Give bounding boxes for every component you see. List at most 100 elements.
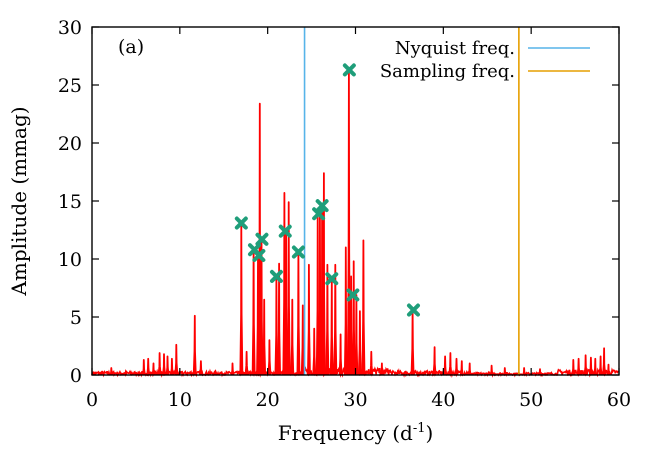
spectrum-peak: [277, 262, 281, 376]
spectrum-peak: [369, 350, 374, 376]
x-tick-label: 60: [607, 389, 631, 411]
spectrum-peak: [274, 274, 279, 376]
legend-label: Sampling freq.: [380, 61, 515, 82]
spectrum-peak: [588, 356, 593, 376]
spectrum-peak: [338, 333, 343, 376]
spectrum-peak: [325, 263, 330, 376]
spectrum-peak: [146, 357, 151, 376]
spectrum-peak: [571, 359, 576, 376]
spectrum-peak: [349, 275, 354, 376]
spectrum-peak: [192, 314, 197, 376]
x-tick-label: 50: [519, 389, 543, 411]
spectrum-peak: [165, 355, 170, 376]
x-tick-label: 10: [168, 389, 192, 411]
spectrum-peak: [300, 304, 305, 376]
spectrum-peak: [538, 368, 542, 376]
spectrum-peak: [321, 172, 326, 376]
spectrum-peak: [343, 246, 348, 376]
spectrum-peak: [354, 294, 359, 376]
spectrum-peak: [244, 350, 249, 376]
spectrum-peak: [459, 360, 464, 376]
spectrum-peak: [333, 263, 338, 376]
spectrum-peak: [230, 362, 235, 376]
spectrum-peak: [239, 222, 244, 376]
marked-peak-point: [325, 272, 339, 286]
marked-peak-point: [342, 63, 356, 77]
marked-peak-point: [269, 269, 283, 283]
spectrum-peak: [583, 354, 588, 376]
spectrum-peak: [522, 367, 527, 376]
spectrum-peak: [598, 355, 603, 376]
x-axis-title-suffix: ): [426, 421, 434, 445]
x-tick-label: 40: [431, 389, 455, 411]
x-axis-ticks: 0 10 20 30 40 50 60: [86, 27, 631, 411]
spectrum-peak: [170, 357, 174, 376]
spectrum-peak: [361, 239, 366, 376]
spectrum-peak: [467, 362, 472, 376]
marked-peak-point: [312, 207, 326, 221]
spectrum-series: [91, 67, 619, 378]
x-axis-title: Frequency (d-1): [278, 421, 434, 445]
spectrum-peak: [432, 346, 437, 376]
y-axis-title: Amplitude (mmag): [7, 106, 31, 296]
spectrum-peak: [296, 251, 301, 376]
y-tick-label: 5: [70, 307, 82, 329]
marked-peak-point: [406, 303, 420, 317]
spectrum-peak: [162, 353, 166, 376]
x-tick-label: 20: [256, 389, 280, 411]
spectrum-peak: [312, 327, 317, 376]
reference-lines: [303, 27, 520, 375]
legend-label: Nyquist freq.: [395, 38, 515, 59]
spectrum-peak: [593, 357, 598, 376]
x-tick-label: 30: [343, 389, 367, 411]
spectrum-peak: [347, 67, 351, 376]
marked-peak-point: [315, 199, 329, 213]
marked-peak-point: [346, 288, 360, 302]
x-tick-label: 0: [86, 389, 98, 411]
marked-peak-point: [278, 224, 292, 238]
spectrum-peak: [357, 310, 362, 376]
spectrum-peak: [174, 343, 179, 376]
spectrum-peak: [606, 363, 611, 376]
legend: Nyquist freq.Sampling freq.: [380, 38, 590, 82]
marked-peak-point: [291, 245, 305, 259]
spectrum-peak: [602, 347, 606, 376]
spectrum-peak: [109, 367, 114, 376]
spectrum-peak: [286, 201, 291, 376]
y-tick-label: 25: [58, 75, 82, 97]
spectrum-peak: [443, 355, 447, 376]
spectrum-peak: [329, 277, 334, 376]
spectrum-peak: [379, 362, 384, 376]
marked-peaks-series: [234, 63, 420, 317]
y-tick-label: 0: [70, 365, 82, 387]
marked-peak-point: [234, 216, 248, 230]
spectrum-peak: [284, 230, 289, 376]
marked-peak-point: [252, 249, 266, 263]
y-axis-ticks: 0 5 10 15 20 25 30: [58, 17, 619, 387]
spectrum-peak: [151, 362, 156, 376]
marked-peak-point: [255, 232, 269, 246]
spectrum-peak: [351, 260, 356, 376]
spectrum-peak: [448, 352, 453, 376]
y-tick-label: 15: [58, 191, 82, 213]
spectrum-peak: [251, 247, 256, 376]
spectrum-peak: [502, 367, 507, 376]
y-tick-label: 10: [58, 249, 82, 271]
spectrum-peak: [576, 357, 581, 376]
spectrum-peak: [267, 339, 272, 376]
spectrum-peak: [290, 298, 295, 376]
spectrum-peak: [199, 360, 203, 376]
panel-label: (a): [118, 36, 144, 58]
spectrum-peak: [262, 298, 267, 376]
spectrum-peak: [410, 308, 415, 376]
y-tick-label: 20: [58, 133, 82, 155]
x-axis-title-superscript: -1: [413, 421, 426, 436]
spectrum-peak: [454, 357, 459, 376]
x-axis-title-main: Frequency (d: [278, 421, 413, 445]
spectrum-peak: [489, 364, 494, 376]
spectrum-peak: [307, 263, 311, 376]
spectrum-peak: [141, 359, 146, 376]
spectrum-peak: [157, 352, 162, 376]
y-tick-label: 30: [58, 17, 82, 39]
